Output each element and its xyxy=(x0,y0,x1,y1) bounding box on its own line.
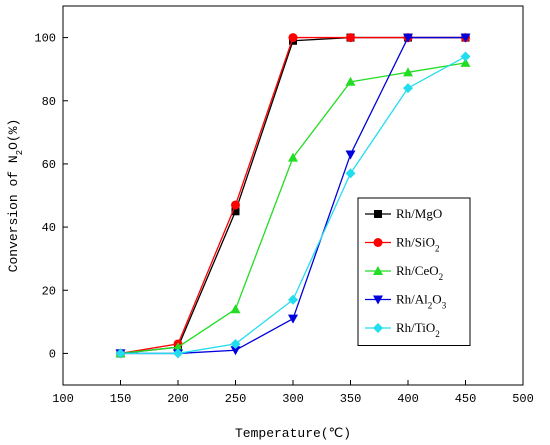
data-point xyxy=(373,323,383,333)
series-group xyxy=(115,33,471,359)
data-point xyxy=(403,83,413,94)
series-rh-ceo2 xyxy=(115,57,471,358)
legend-item: Rh/SiO2 xyxy=(365,235,440,254)
data-point xyxy=(460,57,471,67)
data-point xyxy=(345,150,356,160)
y-axis-label: Conversion of N2O(%) xyxy=(6,119,25,273)
data-point xyxy=(346,33,355,43)
data-point xyxy=(230,304,241,314)
x-ticks: 100 150 200 250 300 350 400 450 500 xyxy=(52,380,534,406)
data-point xyxy=(460,51,471,62)
data-point xyxy=(288,294,298,305)
y-tick-label: 100 xyxy=(34,32,56,46)
data-point xyxy=(231,207,240,216)
legend-label: Rh/Al2O3 xyxy=(396,292,447,311)
legend: Rh/MgO Rh/SiO2 Rh/CeO2 Rh/Al2O3 Rh/TiO2 xyxy=(357,197,471,346)
x-tick-label: 150 xyxy=(110,392,132,406)
y-tick-label: 60 xyxy=(42,158,56,172)
data-point xyxy=(345,168,356,179)
data-point xyxy=(230,338,241,349)
legend-label: Rh/SiO2 xyxy=(396,235,440,254)
data-point xyxy=(288,152,298,162)
legend-item: Rh/CeO2 xyxy=(365,263,443,282)
data-point xyxy=(230,346,241,356)
x-tick-label: 450 xyxy=(455,392,477,406)
y-tick-label: 0 xyxy=(49,347,56,361)
data-point xyxy=(374,210,382,218)
legend-item: Rh/Al2O3 xyxy=(365,292,447,311)
data-point xyxy=(373,238,383,247)
legend-label: Rh/TiO2 xyxy=(396,320,440,339)
data-point xyxy=(173,348,183,359)
x-tick-label: 100 xyxy=(52,392,74,406)
y-tick-label: 80 xyxy=(42,95,56,109)
data-point xyxy=(373,266,383,275)
series-rh-tio2 xyxy=(115,51,471,359)
data-point xyxy=(173,342,183,352)
data-point xyxy=(373,295,383,305)
legend-item: Rh/TiO2 xyxy=(365,320,440,339)
x-tick-label: 350 xyxy=(340,392,362,406)
legend-item: Rh/MgO xyxy=(365,206,442,221)
y-ticks: 0 20 40 60 80 100 xyxy=(34,32,68,361)
data-point xyxy=(115,348,126,359)
x-tick-label: 500 xyxy=(512,392,534,406)
data-point xyxy=(460,33,471,43)
x-axis-label: Temperature(℃) xyxy=(235,426,351,441)
x-tick-label: 300 xyxy=(282,392,304,406)
data-point xyxy=(231,200,240,210)
x-tick-label: 400 xyxy=(397,392,419,406)
x-tick-label: 200 xyxy=(167,392,189,406)
data-point xyxy=(403,67,413,77)
x-tick-label: 250 xyxy=(225,392,247,406)
data-point xyxy=(345,76,356,86)
data-point xyxy=(288,314,298,324)
legend-label: Rh/MgO xyxy=(396,206,442,221)
data-point xyxy=(288,33,298,43)
legend-label: Rh/CeO2 xyxy=(396,263,443,282)
data-point xyxy=(403,33,413,43)
y-tick-label: 20 xyxy=(42,284,56,298)
y-tick-label: 40 xyxy=(42,221,56,235)
